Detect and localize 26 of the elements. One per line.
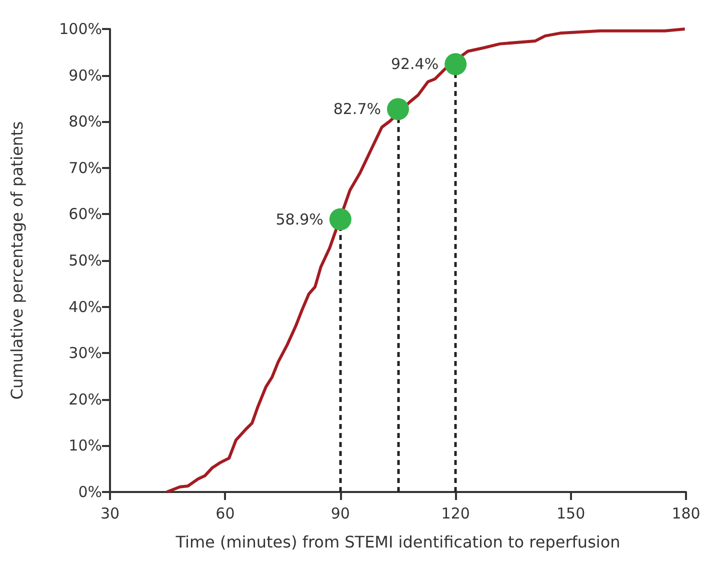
y-tick-label: 100% [59, 20, 102, 38]
line-series [165, 28, 686, 494]
x-tick-label: 60 [216, 504, 235, 522]
y-tick-label: 30% [68, 344, 102, 362]
y-tick-label: 80% [68, 112, 102, 131]
y-tick-label: 60% [68, 205, 102, 224]
point [329, 208, 352, 230]
y-tick-label: 0% [78, 483, 102, 501]
y-axis-title: Cumulative percentage of patients [8, 121, 26, 400]
data-label: 92.4% [390, 55, 439, 74]
y-tick-label: 50% [68, 252, 102, 270]
x-tick-label: 30 [100, 504, 120, 522]
x-axis-title: Time (minutes) from STEMI identification to reperfusion [174, 532, 620, 552]
point [387, 98, 409, 120]
y-tick-label: 90% [68, 66, 102, 84]
x-tick-label: 120 [441, 504, 470, 522]
x-tick-label: 180 [672, 504, 700, 522]
y-tick-label: 70% [68, 158, 102, 177]
y-tick-label: 20% [68, 390, 102, 408]
x-tick-label: 150 [556, 504, 586, 522]
x-tick-label: 90 [330, 504, 350, 522]
data-label: 82.7% [333, 100, 381, 118]
point [444, 53, 467, 76]
y-tick-label: 10% [68, 436, 102, 455]
data-label: 58.9% [276, 210, 324, 228]
y-tick-label: 40% [68, 298, 102, 316]
